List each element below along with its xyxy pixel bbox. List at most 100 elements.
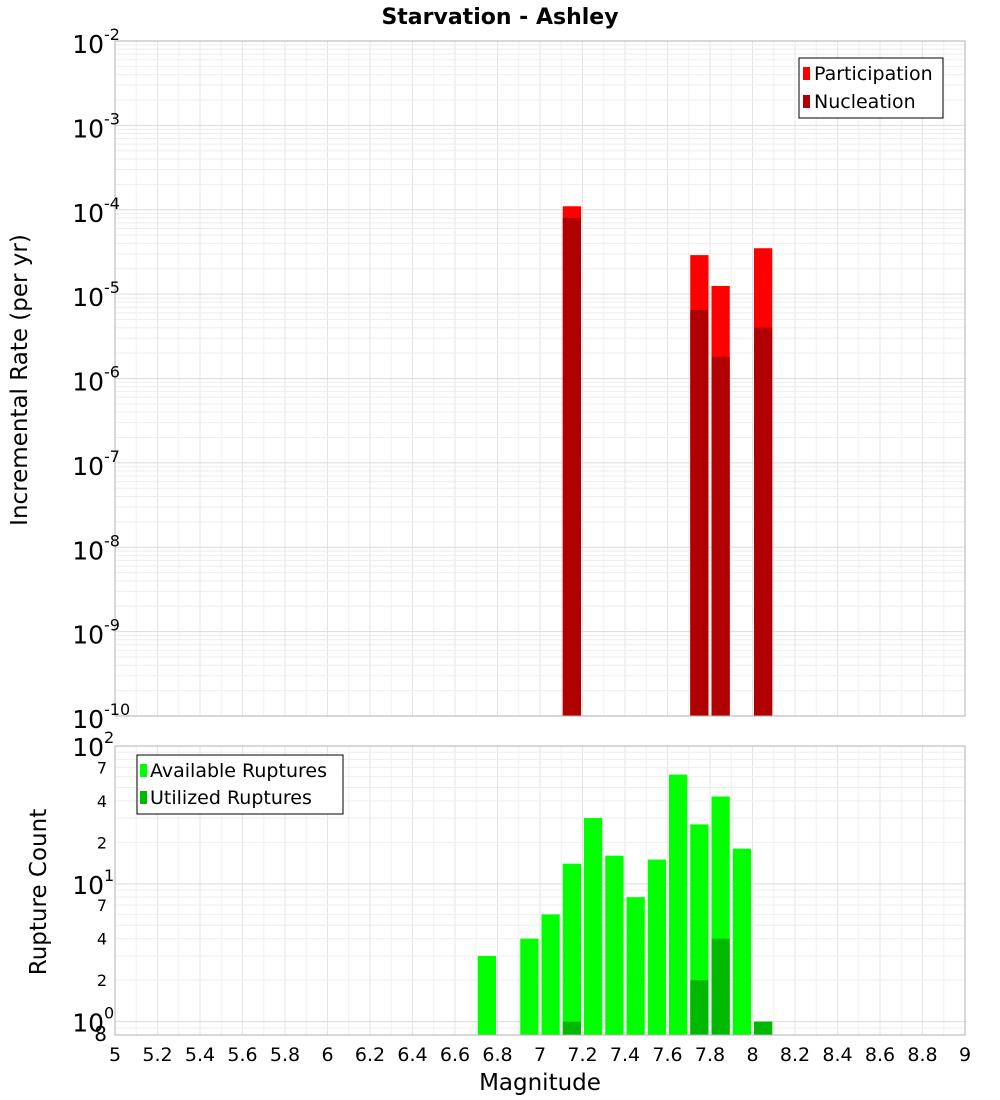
x-axis-label: Magnitude bbox=[479, 1070, 601, 1096]
top-legend: Participation Nucleation bbox=[798, 57, 944, 119]
available-ruptures-bar bbox=[584, 818, 603, 1035]
y-minor-tick-label: 7 bbox=[97, 758, 107, 777]
y-tick-base: 10 bbox=[72, 871, 104, 900]
legend-swatch-participation bbox=[803, 67, 810, 80]
y-tick-base: 10 bbox=[72, 621, 104, 650]
available-ruptures-bar bbox=[669, 774, 688, 1035]
x-tick-label: 6.6 bbox=[440, 1044, 470, 1066]
x-tick-label: 8.8 bbox=[907, 1044, 937, 1066]
legend-swatch-nucleation bbox=[803, 95, 810, 108]
available-ruptures-bar bbox=[732, 848, 751, 1035]
nucleation-bar bbox=[690, 309, 709, 716]
top-y-ticks: 10-210-310-410-510-610-710-810-910-10 bbox=[72, 25, 130, 734]
y-tick-label: 10 2 bbox=[72, 728, 114, 762]
available-ruptures-bar bbox=[541, 914, 560, 1035]
y-tick-label: 10 0 bbox=[72, 1004, 114, 1038]
y-minor-tick-label: 2 bbox=[97, 833, 107, 852]
bottom-legend: Available Ruptures Utilized Ruptures bbox=[136, 754, 344, 815]
y-tick-label: 10 1 bbox=[72, 866, 114, 900]
available-ruptures-bar bbox=[562, 863, 581, 1035]
y-minor-tick-label: 7 bbox=[97, 896, 107, 915]
top-grid bbox=[114, 41, 966, 717]
y-tick-label: 10 -8 bbox=[72, 531, 120, 565]
x-tick-label: 7.2 bbox=[567, 1044, 597, 1066]
x-tick-label: 7.6 bbox=[652, 1044, 682, 1066]
y-tick-label: 10 -6 bbox=[72, 363, 120, 397]
available-ruptures-bar bbox=[520, 938, 539, 1035]
y-tick-label: 10 -3 bbox=[72, 109, 120, 143]
top-bars bbox=[562, 206, 773, 717]
x-tick-label: 9 bbox=[959, 1044, 971, 1066]
y-tick-label: 10 -2 bbox=[72, 25, 120, 59]
x-tick-label: 8.4 bbox=[822, 1044, 852, 1066]
utilized-ruptures-bar bbox=[754, 1021, 773, 1035]
y-tick-base: 10 bbox=[72, 733, 104, 762]
y-tick-base: 10 bbox=[72, 452, 104, 481]
top-plot-border bbox=[114, 40, 966, 717]
y-tick-base: 10 bbox=[72, 536, 104, 565]
x-tick-label: 8.2 bbox=[780, 1044, 810, 1066]
y-tick-exponent: -7 bbox=[104, 447, 120, 466]
legend-swatch-available bbox=[140, 764, 147, 777]
y-tick-exponent: -8 bbox=[104, 531, 120, 550]
x-tick-label: 5.4 bbox=[185, 1044, 215, 1066]
y-tick-exponent: 2 bbox=[104, 728, 114, 747]
nucleation-bar bbox=[562, 217, 581, 716]
x-tick-label: 6 bbox=[321, 1044, 333, 1066]
utilized-ruptures-bar bbox=[562, 1021, 581, 1035]
y-tick-exponent: -10 bbox=[104, 700, 130, 719]
x-tick-label: 5.6 bbox=[227, 1044, 257, 1066]
y-tick-base: 10 bbox=[72, 114, 104, 143]
x-tick-label: 7 bbox=[534, 1044, 546, 1066]
bottom-bars bbox=[477, 774, 773, 1035]
top-legend-box bbox=[798, 57, 944, 119]
bottom-plot-border bbox=[114, 745, 966, 1036]
y-tick-exponent: -9 bbox=[104, 616, 120, 635]
chart-title: Starvation - Ashley bbox=[381, 5, 618, 30]
utilized-ruptures-bar bbox=[711, 938, 730, 1035]
legend-label-participation: Participation bbox=[814, 63, 933, 85]
y-tick-exponent: 0 bbox=[104, 1004, 114, 1023]
bottom-x-ticks: 5 5.2 5.4 5.6 5.8 6 6.2 6.4 6.6 6.8 7 7.2 7.4 7.6 7.8 8… bbox=[109, 1044, 971, 1066]
y-tick-base: 10 bbox=[72, 30, 104, 59]
y-minor-tick-label: 4 bbox=[97, 792, 107, 811]
y-tick-exponent: -5 bbox=[104, 278, 120, 297]
y-tick-label: 10 -9 bbox=[72, 616, 120, 650]
y-tick-base: 10 bbox=[72, 705, 104, 734]
y-minor-tick-label: 4 bbox=[97, 930, 107, 949]
y-tick-exponent: -6 bbox=[104, 363, 120, 382]
x-tick-label: 5.8 bbox=[270, 1044, 300, 1066]
y-minor-tick-label: 8 bbox=[94, 1022, 107, 1046]
legend-label-nucleation: Nucleation bbox=[814, 91, 916, 113]
top-panel: 10-210-310-410-510-610-710-810-910-10 In… bbox=[7, 25, 966, 734]
nucleation-bar bbox=[711, 356, 730, 716]
nucleation-bar bbox=[754, 327, 773, 716]
x-tick-label: 5.2 bbox=[142, 1044, 172, 1066]
x-tick-label: 6.4 bbox=[397, 1044, 427, 1066]
bottom-legend-box bbox=[136, 754, 344, 815]
y-tick-label: 10 -10 bbox=[72, 700, 130, 734]
y-tick-base: 10 bbox=[72, 199, 104, 228]
legend-label-utilized: Utilized Ruptures bbox=[150, 787, 312, 809]
x-tick-label: 6.2 bbox=[355, 1044, 385, 1066]
y-tick-exponent: -3 bbox=[104, 109, 120, 128]
legend-label-available: Available Ruptures bbox=[150, 760, 327, 782]
x-tick-label: 7.8 bbox=[695, 1044, 725, 1066]
x-tick-label: 8 bbox=[746, 1044, 758, 1066]
x-tick-label: 5 bbox=[109, 1044, 121, 1066]
bottom-y-axis-label: Rupture Count bbox=[26, 809, 52, 975]
y-minor-tick-label: 2 bbox=[97, 971, 107, 990]
available-ruptures-bar bbox=[477, 955, 496, 1035]
y-tick-exponent: -4 bbox=[104, 194, 120, 213]
x-tick-label: 6.8 bbox=[482, 1044, 512, 1066]
y-tick-exponent: -2 bbox=[104, 25, 120, 44]
y-tick-base: 10 bbox=[72, 283, 104, 312]
y-tick-label: 10 -7 bbox=[72, 447, 120, 481]
utilized-ruptures-bar bbox=[690, 980, 709, 1035]
top-y-axis-label: Incremental Rate (per yr) bbox=[7, 234, 33, 526]
y-tick-base: 10 bbox=[72, 1009, 104, 1038]
x-tick-label: 7.4 bbox=[610, 1044, 640, 1066]
